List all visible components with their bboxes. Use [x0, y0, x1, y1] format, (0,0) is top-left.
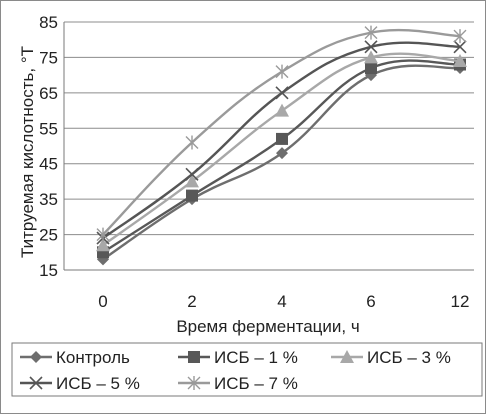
data-point — [97, 246, 109, 259]
x-tick-label: 2 — [187, 292, 196, 311]
legend-item: ИСБ – 3 % — [331, 348, 451, 367]
y-tick-label: 65 — [39, 84, 58, 103]
legend-label: ИСБ – 1 % — [214, 348, 298, 367]
data-point — [185, 174, 199, 188]
y-tick-label: 25 — [39, 226, 58, 245]
series-3 — [96, 50, 467, 252]
data-point — [96, 227, 110, 242]
data-point — [186, 189, 198, 202]
y-tick-label: 35 — [39, 190, 58, 209]
data-point — [340, 350, 354, 363]
x-tick-labels: 0 2 4 6 12 — [98, 292, 469, 311]
legend-label: ИСБ – 3 % — [367, 348, 451, 367]
y-tick-labels: 15 25 35 45 55 65 75 85 — [39, 13, 58, 280]
legend-item: ИСБ – 7 % — [178, 374, 298, 393]
data-point — [29, 376, 43, 390]
legend: Контроль ИСБ – 1 % ИСБ – 3 % ИСБ – 5 % ИСБ –… — [11, 342, 483, 397]
series-lines — [96, 25, 467, 266]
data-point — [276, 147, 288, 160]
series-line — [102, 64, 461, 261]
x-tick-label: 12 — [451, 292, 470, 311]
y-tick-label: 85 — [39, 13, 58, 32]
data-point — [187, 376, 201, 390]
data-point — [453, 53, 467, 67]
series-line — [102, 28, 461, 236]
legend-items: Контроль ИСБ – 1 % ИСБ – 3 % ИСБ – 5 % ИСБ –… — [20, 348, 451, 393]
x-tick-label: 0 — [98, 292, 107, 311]
data-point — [453, 40, 467, 54]
legend-item: ИСБ – 1 % — [178, 348, 298, 367]
data-point — [275, 64, 289, 79]
data-point — [364, 40, 378, 54]
data-point — [276, 132, 288, 145]
data-point — [364, 50, 378, 64]
gridlines — [64, 21, 474, 271]
data-point — [188, 351, 200, 363]
x-tick-label: 6 — [366, 292, 375, 311]
data-point — [275, 103, 289, 117]
y-tick-label: 15 — [39, 261, 58, 280]
data-point — [364, 25, 378, 40]
legend-item: Контроль — [20, 348, 130, 367]
y-tick-label: 55 — [39, 119, 58, 138]
y-axis-title: Титруемая кислотность, °Т — [18, 46, 37, 258]
legend-label: ИСБ – 7 % — [214, 374, 298, 393]
x-tick-label: 4 — [277, 292, 286, 311]
data-point — [453, 29, 467, 44]
data-point — [185, 135, 199, 150]
axes — [63, 22, 474, 271]
y-tick-label: 45 — [39, 155, 58, 174]
x-axis-title: Время ферментации, ч — [176, 317, 359, 336]
data-point — [185, 167, 199, 181]
data-point — [365, 62, 377, 75]
legend-label: ИСБ – 5 % — [56, 374, 140, 393]
data-point — [275, 86, 289, 100]
legend-label: Контроль — [56, 348, 130, 367]
data-point — [30, 351, 42, 363]
data-point — [96, 238, 110, 252]
series-5 — [96, 25, 467, 242]
y-tick-label: 75 — [39, 48, 58, 67]
legend-item: ИСБ – 5 % — [20, 374, 140, 393]
legend-box — [11, 342, 483, 397]
